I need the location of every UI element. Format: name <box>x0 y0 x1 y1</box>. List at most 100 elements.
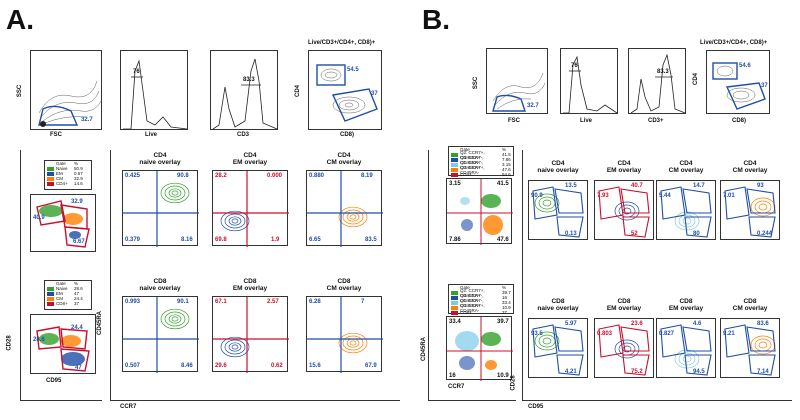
b-overlay-title: CD8 EM overlay <box>656 298 716 312</box>
b-overlay-contour <box>542 199 552 207</box>
b-overlay-contour <box>622 207 632 215</box>
b-cd4-legend-swatch <box>451 172 458 177</box>
a-cd4-cm-value: 32.9 <box>71 199 83 205</box>
a-cd8-legend-row: Naive 28.6 <box>45 286 91 291</box>
a-overlay-plot: 28.2 0.000 69.8 1.9 <box>212 170 289 247</box>
b-cd4-legend-pct: 7.86 <box>502 157 511 162</box>
a-overlay-contour <box>220 210 250 232</box>
b-overlay-title-line2: EM overlay <box>668 305 704 312</box>
a-cd4-legend-name: CM <box>56 176 63 181</box>
a-overlay-title-line2: EM overlay <box>232 159 268 166</box>
b-overlay-contour <box>682 355 692 363</box>
b-overlay-gate <box>724 324 750 358</box>
a-overlay-contour <box>220 336 250 358</box>
a-cd4-legend-header-pct: % <box>74 161 79 166</box>
b-cd4-legend-row: Q3: CCR7+, CD45RA- 47.6 <box>449 165 513 175</box>
b-overlay-gate-v2: 13.5 <box>565 183 577 189</box>
b-overlay-gate <box>684 216 712 238</box>
a-overlay-title-line2: CM overlay <box>326 159 362 166</box>
b-cd4-q3-value: 47.6 <box>497 237 509 243</box>
a-cd8-legend-pct: 24.4 <box>74 296 83 301</box>
a-overlay-title: CD4 EM overlay <box>212 152 288 166</box>
b-overlay-title: CD8 EM overlay <box>594 298 654 312</box>
b-overlay-plot: 9.21 83.6 7.14 <box>720 318 780 378</box>
b-overlay-gate-v3: 80 <box>693 231 700 237</box>
b-overlay-gate <box>622 216 650 238</box>
b-cd4-legend-swatch <box>451 157 458 162</box>
b-overlay-title-line2: CM overlay <box>732 305 768 312</box>
b-cd4-legend-name: Q1: CCR7-, CD45RA+ <box>460 159 484 170</box>
b-overlay-title-line1: CD4 <box>551 160 565 167</box>
b-cd8-legend-header: Gate% <box>449 285 513 290</box>
b-cd4-legend-header-pct: % <box>502 147 507 152</box>
a-overlay-title-line2: CM overlay <box>326 285 362 292</box>
a-cd8-legend-name: CM <box>56 296 63 301</box>
a-cd8-legend-name: Naive <box>56 286 68 291</box>
a-overlay-title-line2: EM overlay <box>232 285 268 292</box>
b-cd28-label: CD28 <box>510 375 517 391</box>
b-cd8-legend-header-swatch <box>451 286 458 290</box>
a-overlay-svg <box>123 171 199 247</box>
b-ccr7-cd45ra-cd8-plot: 33.4 39.7 16 10.9 <box>446 316 513 381</box>
b-overlay-title-line1: CD4 <box>743 160 757 167</box>
a-grid-frame <box>110 150 111 400</box>
b-cd8-legend-pct: 16 <box>502 295 508 300</box>
b-overlay-plot: 93.5 5.97 4.21 <box>528 318 588 378</box>
a-cd8-legend-header-gate: Gate <box>56 281 66 286</box>
b-overlay-gate <box>620 188 650 214</box>
a-overlay-quadrant-bl: 6.65 <box>309 237 321 243</box>
b-overlay-contour <box>750 335 776 355</box>
b-overlay-contour <box>754 200 772 214</box>
b-overlay-gate <box>554 326 584 352</box>
b-cd8-gate-value: 37 <box>761 83 768 89</box>
b-cd3-gate-value: 83.3 <box>657 69 669 75</box>
b-cd4-legend-header-gate: Gate <box>460 147 470 152</box>
a-overlay-svg <box>213 171 289 247</box>
a-cd4-legend-pct: 0.67 <box>74 171 83 176</box>
b-cd95-label: CD95 <box>528 404 544 410</box>
b-overlay-plot: 0.803 23.6 75.2 <box>594 318 654 378</box>
b-overlay-gate <box>682 188 712 214</box>
a-overlay-quadrant-bl: 0.507 <box>125 363 141 369</box>
b-fsc-label: FSC <box>508 118 520 124</box>
b-cd4-legend-row: Q2: CCR7+, CD45RA+ 41.5 <box>449 150 513 160</box>
b-cd4-legend-swatch <box>451 162 458 167</box>
a-cd4-legend-pct: 14.6 <box>74 181 83 186</box>
a-overlay-title-line1: CD4 <box>243 152 257 159</box>
a-overlay-contour <box>346 212 360 222</box>
b-cd8-legend-pct: 37 <box>502 310 508 315</box>
a-overlay-quadrant-tl: 0.880 <box>309 173 325 179</box>
a-cd4-legend-name: Naive <box>56 166 68 171</box>
a-cd8-legend-name: EM <box>56 291 63 296</box>
b-overlay-gate <box>598 324 624 358</box>
b-cd8-legend-row: Q1: CCR7-, CD45RA+ 33.4 <box>449 298 513 308</box>
a-cd4-cd8-plot: 54.5 37 <box>308 50 382 130</box>
a-overlay-quadrant-bl: 15.6 <box>309 363 321 369</box>
b-cd4-legend-name: Q4: CCR7-, CD45RA- <box>460 154 484 165</box>
b-ccr7-label: CCR7 <box>448 384 465 390</box>
a-overlay-title-line2: naive overlay <box>139 285 181 292</box>
b-overlay-gate <box>556 216 584 238</box>
b-overlay-gate <box>724 186 750 220</box>
b-overlay-gate-v1: 7.93 <box>597 193 609 199</box>
a-overlay-quadrant-bl: 0.379 <box>125 237 141 243</box>
b-cd3-plot: 83.3 <box>628 48 686 114</box>
b-overlay-gate-v3: 94.5 <box>693 369 705 375</box>
b-overlay-contour <box>678 214 696 228</box>
a-overlay-title: CD8 CM overlay <box>306 278 382 292</box>
b-overlay-plot: 7.93 40.7 52 <box>594 180 654 240</box>
a-cd8-naive-value: 28.6 <box>33 337 45 343</box>
a-overlay-title-line1: CD4 <box>337 152 351 159</box>
a-cd4-legend-pct: 32.9 <box>74 176 83 181</box>
b-ccr7-cd45ra-cd4-plot: 3.15 41.5 7.86 47.6 <box>446 178 513 245</box>
b-cd4-gate-value: 54.6 <box>739 63 751 69</box>
a-overlay-contour <box>349 340 357 346</box>
a-overlay-contour <box>160 182 190 204</box>
a-cd8-legend-pct: 28.6 <box>74 286 83 291</box>
a-cd4-em-value: 6.67 <box>73 239 85 245</box>
b-overlay-title: CD4 CM overlay <box>656 160 716 174</box>
a-gating-title: Live/CD3+/CD4+, CD8)+ <box>308 40 376 46</box>
b-overlay-gate <box>598 186 624 220</box>
a-overlay-title-line2: naive overlay <box>139 159 181 166</box>
b-gating-title: Live/CD3+/CD4+, CD8)+ <box>700 40 768 46</box>
